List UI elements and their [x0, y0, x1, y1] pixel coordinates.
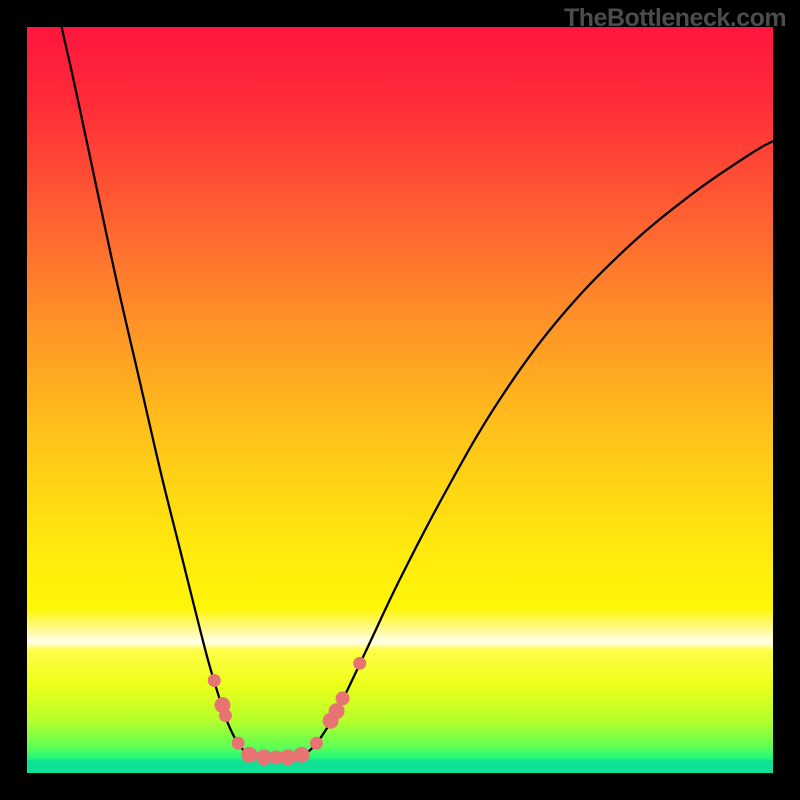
- curve-marker: [280, 749, 296, 765]
- curve-marker: [310, 737, 323, 750]
- watermark-text: TheBottleneck.com: [564, 4, 786, 33]
- curve-marker: [232, 737, 245, 750]
- curve-marker: [336, 691, 350, 705]
- bottleneck-chart: [27, 27, 773, 773]
- curve-marker: [329, 703, 345, 719]
- chart-background: [27, 27, 773, 773]
- curve-marker: [294, 747, 310, 763]
- curve-marker: [208, 674, 221, 687]
- curve-marker: [219, 709, 232, 722]
- curve-marker: [353, 657, 366, 670]
- curve-marker: [241, 747, 257, 763]
